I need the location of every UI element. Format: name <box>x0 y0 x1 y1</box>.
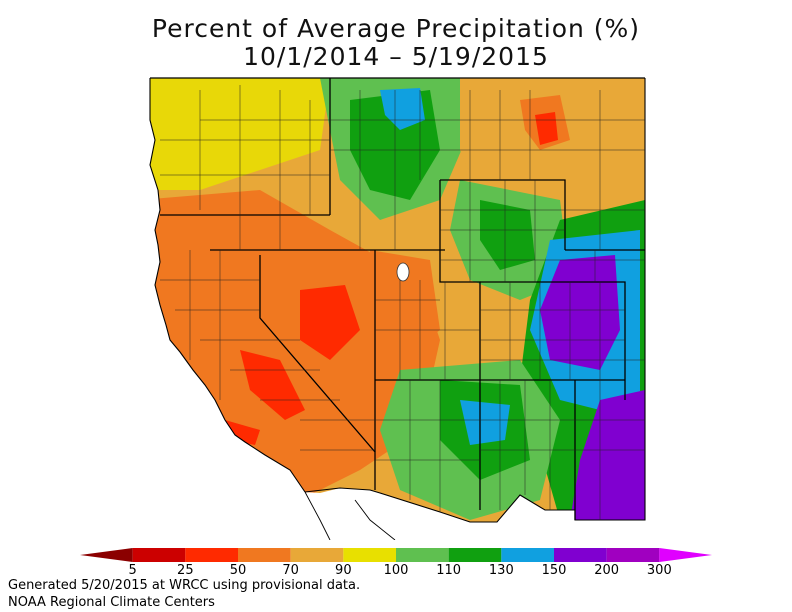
boundary-lines <box>149 77 646 540</box>
precipitation-map <box>149 77 646 540</box>
color-legend: 5 25 50 70 90 100 110 130 150 200 300 <box>80 548 712 578</box>
legend-tick-label: 90 <box>335 563 352 578</box>
legend-swatch <box>501 548 554 562</box>
legend-swatch <box>80 548 133 562</box>
legend-tick-label: 130 <box>489 563 514 578</box>
legend-tick-labels: 5 25 50 70 90 100 110 130 150 200 300 <box>129 563 672 578</box>
generated-note: Generated 5/20/2015 at WRCC using provis… <box>8 578 361 593</box>
great-salt-lake <box>396 262 410 282</box>
legend-swatch <box>554 548 607 562</box>
legend-tick-label: 100 <box>384 563 409 578</box>
legend-swatch <box>396 548 449 562</box>
credit-note: NOAA Regional Climate Centers <box>8 595 215 610</box>
map-date-range: 10/1/2014 – 5/19/2015 <box>243 42 549 71</box>
legend-swatches <box>80 548 712 562</box>
legend-tick-label: 5 <box>129 563 137 578</box>
legend-swatch <box>659 548 712 562</box>
legend-swatch <box>290 548 344 562</box>
legend-swatch <box>343 548 396 562</box>
legend-tick-label: 25 <box>177 563 194 578</box>
legend-swatch <box>132 548 186 562</box>
legend-tick-label: 50 <box>230 563 247 578</box>
legend-tick-label: 110 <box>436 563 461 578</box>
legend-tick-label: 150 <box>542 563 567 578</box>
legend-tick-label: 200 <box>594 563 619 578</box>
legend-swatch <box>606 548 660 562</box>
legend-swatch <box>185 548 238 562</box>
legend-swatch <box>238 548 291 562</box>
map-title: Percent of Average Precipitation (%) <box>151 14 641 43</box>
legend-tick-label: 70 <box>282 563 299 578</box>
legend-tick-label: 300 <box>647 563 672 578</box>
legend-swatch <box>448 548 502 562</box>
